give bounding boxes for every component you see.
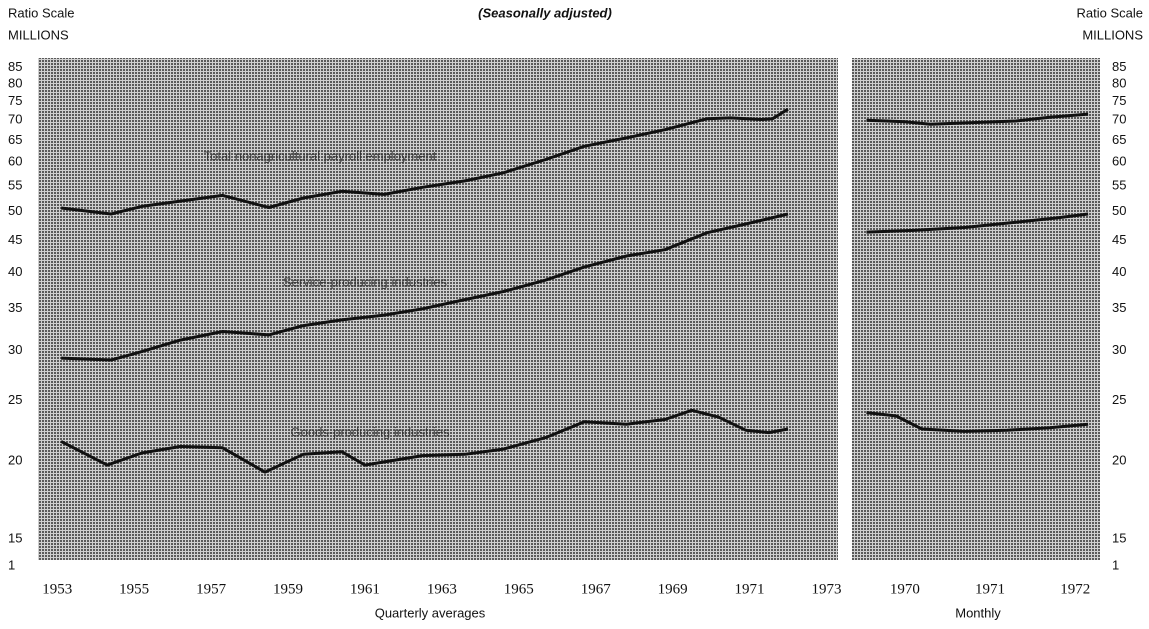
series-line — [60, 408, 789, 474]
y-tick-label: 45 — [8, 232, 22, 247]
y-tick-label: 60 — [1112, 154, 1126, 169]
plot-area — [852, 58, 1100, 560]
series-line — [866, 112, 1089, 126]
y-tick-label: 50 — [8, 203, 22, 218]
y-tick-label: 30 — [1112, 342, 1126, 357]
y-tick-label: 85 — [1112, 59, 1126, 74]
x-axis-label: Quarterly averages — [375, 605, 486, 620]
y-tick-label: 15 — [1112, 531, 1126, 546]
x-tick-label: 1971 — [735, 581, 765, 597]
y-axis-label: Ratio Scale — [1077, 5, 1143, 20]
y-axis-label: Ratio Scale — [8, 5, 74, 20]
series-line — [866, 411, 1089, 433]
x-tick-label: 1971 — [975, 581, 1005, 597]
y-axis-label: MILLIONS — [8, 27, 69, 42]
y-tick-label: 50 — [1112, 203, 1126, 218]
plot-area — [38, 58, 838, 560]
x-tick-label: 1965 — [504, 581, 534, 597]
x-tick-label: 1959 — [273, 581, 303, 597]
x-tick-label: 1953 — [42, 581, 72, 597]
x-tick-label: 1973 — [811, 581, 841, 597]
x-axis-label: Monthly — [955, 605, 1001, 620]
y-tick-label: 35 — [1112, 300, 1126, 315]
y-tick-label: 55 — [8, 177, 22, 192]
y-tick-label: 20 — [8, 452, 22, 467]
y-tick-label: 85 — [8, 59, 22, 74]
series-line — [60, 107, 789, 216]
y-tick-label: 45 — [1112, 232, 1126, 247]
y-break-label: 1 — [1112, 557, 1119, 572]
y-tick-label: 80 — [8, 75, 22, 90]
x-tick-label: 1972 — [1060, 581, 1090, 597]
x-tick-label: 1969 — [658, 581, 688, 597]
series-line — [61, 212, 789, 362]
y-tick-label: 70 — [1112, 112, 1126, 127]
y-tick-label: 15 — [8, 531, 22, 546]
x-tick-label: 1957 — [196, 581, 227, 597]
y-break-label: 1 — [8, 557, 15, 572]
y-tick-label: 60 — [8, 154, 22, 169]
series-label: Goods-producing industries — [291, 424, 450, 439]
series-line — [866, 212, 1089, 234]
y-tick-label: 55 — [1112, 177, 1126, 192]
y-tick-label: 25 — [8, 392, 22, 407]
y-tick-label: 30 — [8, 342, 22, 357]
y-tick-label: 20 — [1112, 452, 1126, 467]
y-tick-label: 65 — [1112, 132, 1126, 147]
series-label: Service-producing industries — [283, 274, 448, 289]
x-tick-label: 1961 — [350, 581, 380, 597]
y-tick-label: 75 — [8, 93, 22, 108]
y-tick-label: 70 — [8, 112, 22, 127]
y-tick-label: 75 — [1112, 93, 1126, 108]
y-axis-label: MILLIONS — [1082, 27, 1143, 42]
y-tick-label: 65 — [8, 132, 22, 147]
x-tick-label: 1963 — [427, 581, 457, 597]
series-label: Total nonagricultural payroll employment — [204, 148, 437, 163]
x-tick-label: 1967 — [581, 581, 612, 597]
y-tick-label: 40 — [1112, 264, 1126, 279]
x-tick-label: 1955 — [119, 581, 149, 597]
y-tick-label: 35 — [8, 300, 22, 315]
y-tick-label: 80 — [1112, 75, 1126, 90]
chart-title: (Seasonally adjusted) — [478, 5, 612, 20]
x-tick-label: 1970 — [890, 581, 920, 597]
y-tick-label: 40 — [8, 264, 22, 279]
y-tick-label: 25 — [1112, 392, 1126, 407]
